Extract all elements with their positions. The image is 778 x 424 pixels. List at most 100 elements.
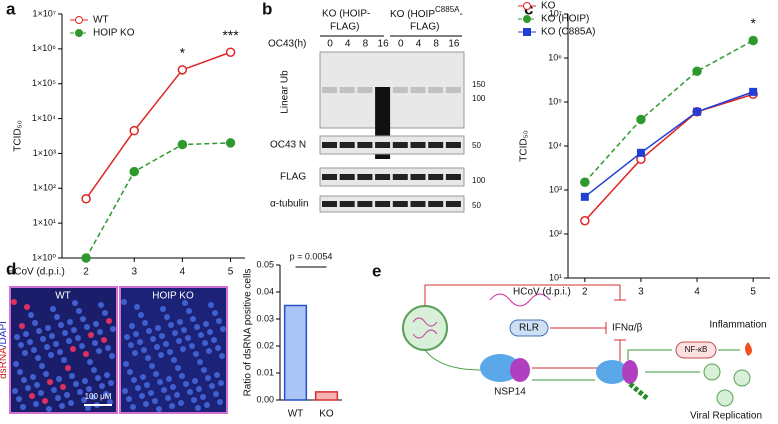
- band: [339, 201, 355, 207]
- cell: [206, 348, 212, 354]
- cell: [85, 405, 91, 411]
- cell: [178, 400, 184, 406]
- virus: [703, 363, 721, 381]
- cell: [35, 355, 41, 361]
- cell: [212, 310, 218, 316]
- cell: [30, 374, 36, 380]
- legend-marker: [523, 2, 531, 10]
- time-label: OC43(h): [268, 39, 306, 50]
- cell: [122, 388, 128, 394]
- band: [357, 87, 373, 93]
- cell: [180, 346, 186, 352]
- cell: [144, 382, 150, 388]
- cell: [149, 363, 155, 369]
- cell: [196, 386, 202, 392]
- cell: [97, 329, 103, 335]
- cell: [42, 398, 48, 404]
- cell: [87, 359, 93, 365]
- marker: [693, 107, 702, 116]
- cell: [109, 353, 115, 359]
- cell: [158, 352, 164, 358]
- y-tick-label: 10¹: [549, 272, 562, 282]
- cell: [205, 375, 211, 381]
- y-label: TCID₅₀: [13, 120, 24, 152]
- band: [392, 174, 408, 180]
- band: [357, 201, 373, 207]
- cell: [124, 334, 130, 340]
- mw: 150: [472, 80, 486, 89]
- cell: [211, 337, 217, 343]
- time: 16: [448, 39, 460, 50]
- mw: 50: [472, 201, 481, 210]
- cell: [179, 373, 185, 379]
- complex: [622, 360, 638, 384]
- marker: [177, 65, 188, 75]
- cell: [186, 308, 192, 314]
- cell: [131, 377, 137, 383]
- row-label: α-tubulin: [270, 199, 309, 210]
- line: [584, 39, 754, 183]
- x-tick-label: 3: [131, 267, 137, 278]
- marker: [81, 194, 91, 204]
- y-tick-label: 10⁵: [548, 96, 562, 106]
- cell: [70, 346, 76, 352]
- cell: [79, 343, 85, 349]
- cell: [76, 308, 82, 314]
- cell: [53, 341, 59, 347]
- nsp14: [480, 354, 520, 382]
- cell: [60, 384, 66, 390]
- y-tick-label: 10²: [549, 228, 562, 238]
- cell: [160, 306, 166, 312]
- cell: [47, 379, 53, 385]
- row-label: OC43 N: [270, 140, 306, 151]
- cell: [34, 382, 40, 388]
- y-tick-label: 0.05: [256, 259, 274, 269]
- cell: [139, 393, 145, 399]
- band: [392, 201, 408, 207]
- line: [85, 142, 231, 259]
- cell: [216, 318, 222, 324]
- cell: [12, 388, 18, 394]
- marker: [129, 166, 139, 177]
- stain-label: dsRNA/DAPI: [0, 321, 9, 379]
- cell: [214, 372, 220, 378]
- cell: [13, 361, 19, 367]
- legend-label: HOIP KO: [93, 28, 135, 39]
- cell: [172, 330, 178, 336]
- cell: [106, 318, 112, 324]
- marker: [580, 177, 590, 188]
- cell: [68, 400, 74, 406]
- western-blot: KO (HOIP- FLAG) KO (HOIPC885A- FLAG) OC4…: [268, 5, 486, 213]
- cell: [208, 302, 214, 308]
- band: [375, 201, 391, 207]
- marker: [580, 216, 590, 226]
- marker: [692, 66, 702, 76]
- cell: [148, 390, 154, 396]
- cell: [185, 335, 191, 341]
- cell: [23, 331, 29, 337]
- cell: [90, 394, 96, 400]
- band: [428, 201, 444, 207]
- blot-header: FLAG): [330, 22, 359, 33]
- cell: [49, 333, 55, 339]
- time: 8: [433, 39, 439, 50]
- cell: [201, 367, 207, 373]
- cell: [177, 319, 183, 325]
- y-tick-label: 0.03: [256, 313, 274, 323]
- band: [322, 142, 337, 148]
- cell: [36, 328, 42, 334]
- y-tick-label: 0.04: [256, 286, 274, 296]
- band: [357, 142, 373, 148]
- cell: [143, 401, 149, 407]
- cell: [157, 379, 163, 385]
- band: [322, 201, 337, 207]
- cell: [21, 377, 27, 383]
- blot-strip: [319, 167, 465, 187]
- cell: [64, 392, 70, 398]
- diagram: RLR IFNα/β NSP14 NF-κB Inflammation Vira…: [402, 284, 767, 422]
- y-label: Ratio of dsRNA positive cells: [243, 269, 254, 397]
- arrow: [627, 349, 672, 360]
- cell: [189, 343, 195, 349]
- y-tick-label: 10³: [549, 184, 562, 194]
- time: 4: [345, 39, 351, 50]
